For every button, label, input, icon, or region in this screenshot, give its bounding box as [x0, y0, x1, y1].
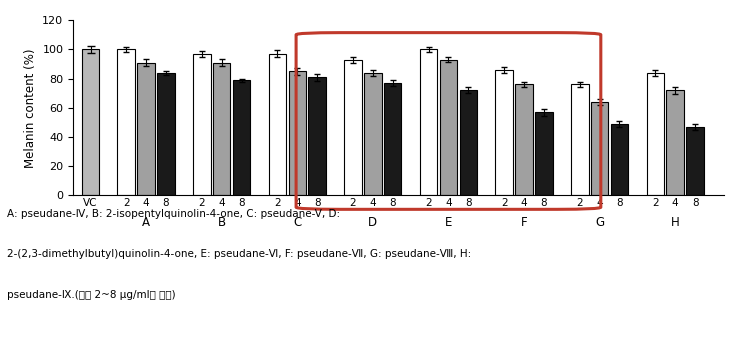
Text: G: G	[595, 216, 605, 229]
Bar	[232, 80, 250, 195]
Bar	[384, 83, 401, 195]
Bar	[364, 73, 382, 195]
Y-axis label: Melanin content (%): Melanin content (%)	[23, 48, 37, 167]
Text: C: C	[293, 216, 301, 229]
Bar	[610, 124, 628, 195]
Text: A: pseudane-Ⅳ, B: 2-isopentylquinolin-4-one, C: pseudane-V, D:: A: pseudane-Ⅳ, B: 2-isopentylquinolin-4-…	[7, 209, 341, 219]
Bar	[157, 73, 175, 195]
Text: D: D	[368, 216, 377, 229]
Text: H: H	[671, 216, 680, 229]
Text: E: E	[444, 216, 452, 229]
Text: F: F	[520, 216, 527, 229]
Bar	[289, 71, 306, 195]
Bar	[82, 50, 99, 195]
Bar	[137, 63, 155, 195]
Bar	[118, 50, 135, 195]
Bar	[496, 70, 513, 195]
Bar	[535, 112, 553, 195]
Bar	[460, 90, 477, 195]
Bar	[344, 60, 362, 195]
Text: 2-(2,3-dimethylbutyl)quinolin-4-one, E: pseudane-Ⅵ, F: pseudane-Ⅶ, G: pseudane-Ⅷ: 2-(2,3-dimethylbutyl)quinolin-4-one, E: …	[7, 249, 471, 259]
Bar	[439, 60, 457, 195]
Bar	[686, 127, 704, 195]
Bar	[591, 102, 608, 195]
Bar	[667, 90, 684, 195]
Bar	[308, 77, 326, 195]
Bar	[647, 73, 664, 195]
Bar	[420, 50, 437, 195]
Text: B: B	[218, 216, 226, 229]
Bar	[193, 54, 211, 195]
Bar	[571, 85, 588, 195]
Text: pseudane-Ⅸ.(각각 2~8 μg/ml씨 처리): pseudane-Ⅸ.(각각 2~8 μg/ml씨 처리)	[7, 290, 176, 300]
Bar	[269, 54, 286, 195]
Bar	[213, 63, 230, 195]
Bar	[515, 85, 533, 195]
Text: A: A	[142, 216, 150, 229]
